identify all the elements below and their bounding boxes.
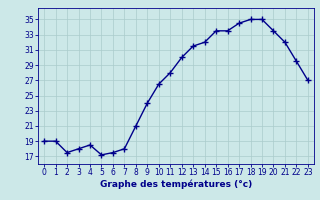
X-axis label: Graphe des températures (°c): Graphe des températures (°c) <box>100 180 252 189</box>
